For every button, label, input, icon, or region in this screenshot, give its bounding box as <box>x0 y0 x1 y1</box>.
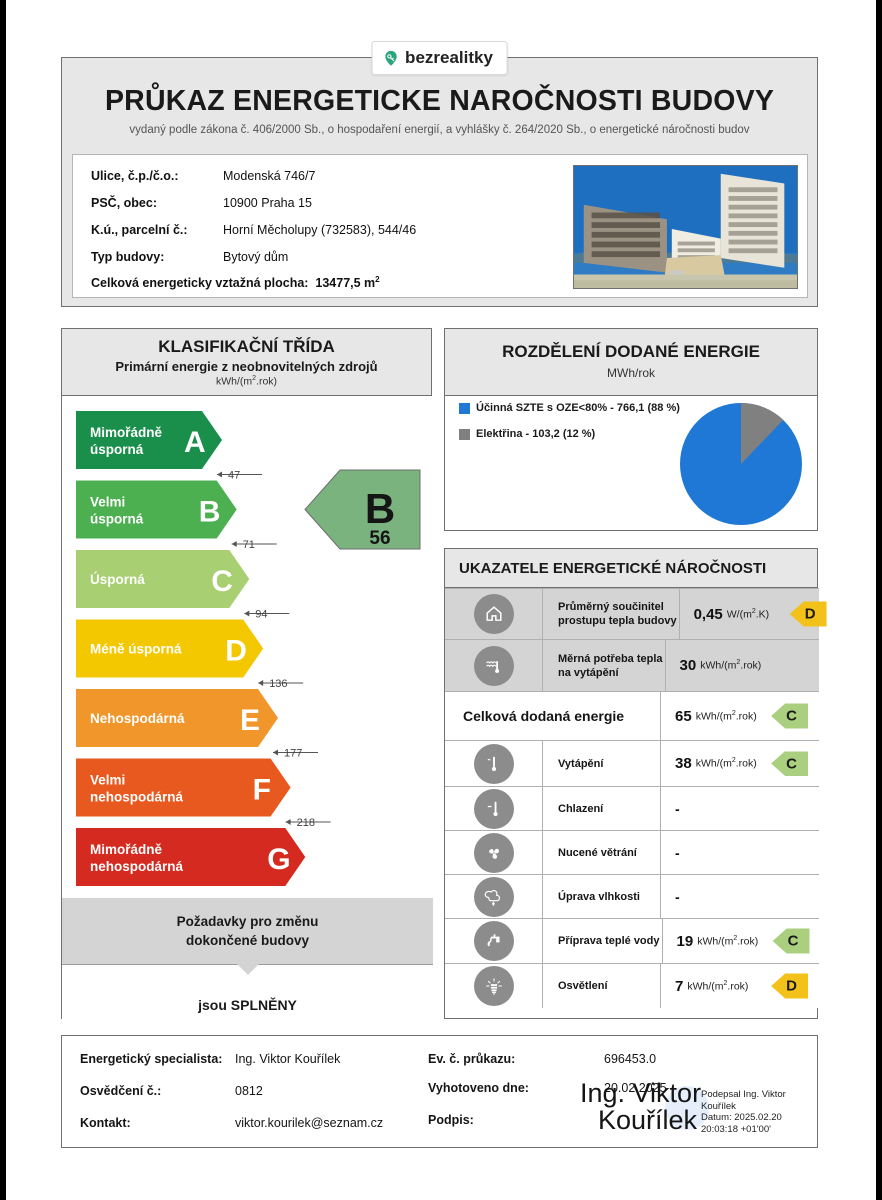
svg-text:B: B <box>365 485 395 532</box>
svg-text:136: 136 <box>269 678 287 690</box>
svg-text:Úsporná: Úsporná <box>90 572 145 587</box>
svg-text:56: 56 <box>369 528 390 549</box>
svg-text:nehospodárná: nehospodárná <box>90 859 184 874</box>
svg-text:F: F <box>253 774 271 807</box>
svg-text:218: 218 <box>297 817 315 829</box>
svg-text:Mimořádně: Mimořádně <box>90 425 163 440</box>
svg-text:177: 177 <box>284 748 302 760</box>
svg-text:Velmi: Velmi <box>90 495 125 510</box>
svg-text:C: C <box>211 565 233 598</box>
svg-text:Mimořádně: Mimořádně <box>90 842 163 857</box>
svg-text:nehospodárná: nehospodárná <box>90 790 184 805</box>
svg-text:G: G <box>267 843 290 876</box>
svg-text:A: A <box>184 426 206 459</box>
svg-text:Nehospodárná: Nehospodárná <box>90 711 185 726</box>
svg-text:Méně úsporná: Méně úsporná <box>90 642 182 657</box>
svg-text:úsporná: úsporná <box>90 442 144 457</box>
svg-text:71: 71 <box>243 539 255 551</box>
svg-text:úsporná: úsporná <box>90 512 144 527</box>
svg-text:94: 94 <box>255 609 267 621</box>
svg-text:D: D <box>225 635 247 668</box>
svg-text:47: 47 <box>228 470 240 482</box>
svg-text:Velmi: Velmi <box>90 773 125 788</box>
svg-text:B: B <box>199 496 221 529</box>
svg-text:E: E <box>240 704 260 737</box>
